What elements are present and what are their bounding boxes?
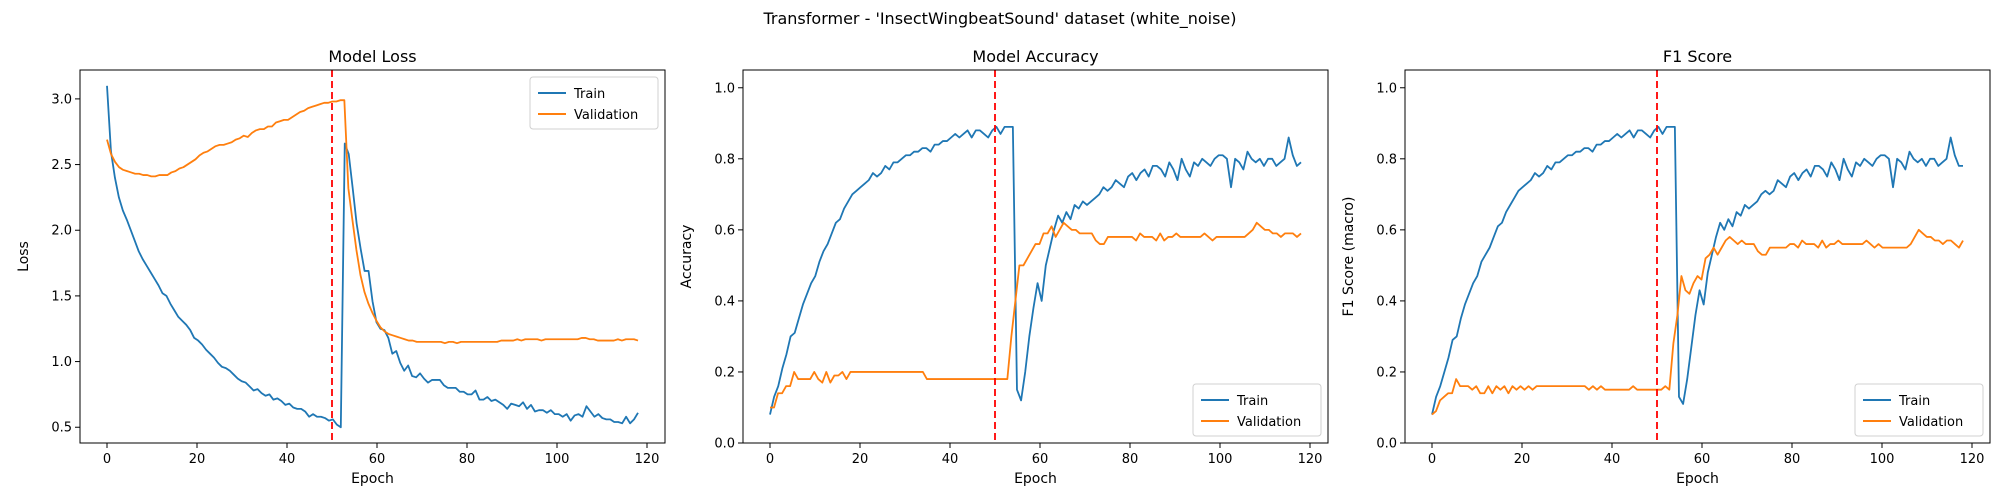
legend-label-train: Train xyxy=(1236,394,1268,409)
y-tick-label: 1.5 xyxy=(51,289,72,304)
x-tick-label: 120 xyxy=(1960,452,1985,467)
series-line-validation xyxy=(1431,228,1964,416)
x-tick-label: 120 xyxy=(635,452,660,467)
x-axis-label: Epoch xyxy=(351,471,394,487)
y-tick-label: 0.5 xyxy=(51,421,72,436)
series-line-validation xyxy=(770,221,1302,409)
x-tick-label: 100 xyxy=(545,452,570,467)
y-tick-label: 1.0 xyxy=(714,81,735,96)
axes-frame xyxy=(1404,69,1991,444)
x-tick-label: 40 xyxy=(1604,452,1621,467)
y-tick-label: 0.0 xyxy=(1376,437,1397,452)
plot-area xyxy=(769,125,1302,415)
y-tick-label: 1.0 xyxy=(1376,81,1397,96)
legend: Train Validation xyxy=(529,76,659,130)
y-tick-label: 0.8 xyxy=(1376,152,1397,167)
y-tick-label: 0.6 xyxy=(1376,223,1397,238)
y-tick-label: 3.0 xyxy=(51,92,72,107)
axes-frame xyxy=(79,69,666,444)
series-line-validation xyxy=(106,99,639,345)
chart-title: Model Accuracy xyxy=(972,47,1098,66)
x-tick-label: 80 xyxy=(1784,452,1801,467)
legend-label-train: Train xyxy=(573,87,605,102)
x-tick-label: 20 xyxy=(1514,452,1531,467)
legend-label-train: Train xyxy=(1898,394,1930,409)
figure-suptitle: Transformer - 'InsectWingbeatSound' data… xyxy=(762,9,1236,29)
y-tick-label: 1.0 xyxy=(51,355,72,370)
x-tick-label: 20 xyxy=(189,452,206,467)
x-tick-label: 100 xyxy=(1208,452,1233,467)
y-tick-label: 2.0 xyxy=(51,224,72,239)
y-tick-label: 0.4 xyxy=(714,294,735,309)
series-line-train xyxy=(769,125,1302,415)
x-tick-label: 0 xyxy=(103,452,111,467)
x-tick-label: 60 xyxy=(369,452,386,467)
x-tick-label: 60 xyxy=(1032,452,1049,467)
legend: Train Validation xyxy=(1854,383,1984,437)
chart-title: F1 Score xyxy=(1663,47,1732,66)
series-line-train xyxy=(106,85,639,429)
y-tick-label: 2.5 xyxy=(51,158,72,173)
series-line-train xyxy=(1431,125,1963,415)
chart-title: Model Loss xyxy=(328,47,416,66)
legend-label-validation: Validation xyxy=(1899,415,1963,430)
chart-panel-1: Model Loss 0 20 40 60 80 100 120 0.5 1.0 1.5 2.0 2.5… xyxy=(16,47,666,487)
chart-panel-2: Model Accuracy 0 20 40 60 80 100 120 0.0 0.2 0.4 0.… xyxy=(679,47,1329,487)
x-tick-label: 80 xyxy=(1122,452,1139,467)
y-axis-label: Accuracy xyxy=(679,225,695,289)
x-tick-label: 80 xyxy=(459,452,476,467)
x-tick-label: 120 xyxy=(1298,452,1323,467)
plot-area xyxy=(1431,125,1964,416)
plot-area xyxy=(106,85,639,429)
x-tick-label: 0 xyxy=(766,452,774,467)
x-tick-label: 40 xyxy=(279,452,296,467)
y-tick-label: 0.4 xyxy=(1376,294,1397,309)
x-tick-label: 0 xyxy=(1428,452,1436,467)
y-tick-label: 0.0 xyxy=(714,437,735,452)
y-tick-label: 0.2 xyxy=(714,365,735,380)
legend: Train Validation xyxy=(1192,383,1322,437)
axes-frame xyxy=(742,69,1329,444)
y-tick-label: 0.8 xyxy=(714,152,735,167)
legend-label-validation: Validation xyxy=(574,108,638,123)
x-tick-label: 20 xyxy=(852,452,869,467)
x-axis-label: Epoch xyxy=(1014,471,1057,487)
x-tick-label: 60 xyxy=(1694,452,1711,467)
x-tick-label: 100 xyxy=(1870,452,1895,467)
y-axis-label: Loss xyxy=(16,241,32,272)
legend-box xyxy=(1854,383,1984,437)
legend-box xyxy=(529,76,659,130)
x-tick-label: 40 xyxy=(942,452,959,467)
legend-box xyxy=(1192,383,1322,437)
chart-panel-3: F1 Score 0 20 40 60 80 100 120 0.0 0.2 0.4 0.6 0.8 1.… xyxy=(1341,47,1991,487)
y-tick-label: 0.2 xyxy=(1376,365,1397,380)
legend-label-validation: Validation xyxy=(1237,415,1301,430)
x-axis-label: Epoch xyxy=(1676,471,1719,487)
y-axis-label: F1 Score (macro) xyxy=(1341,197,1357,317)
y-tick-label: 0.6 xyxy=(714,223,735,238)
